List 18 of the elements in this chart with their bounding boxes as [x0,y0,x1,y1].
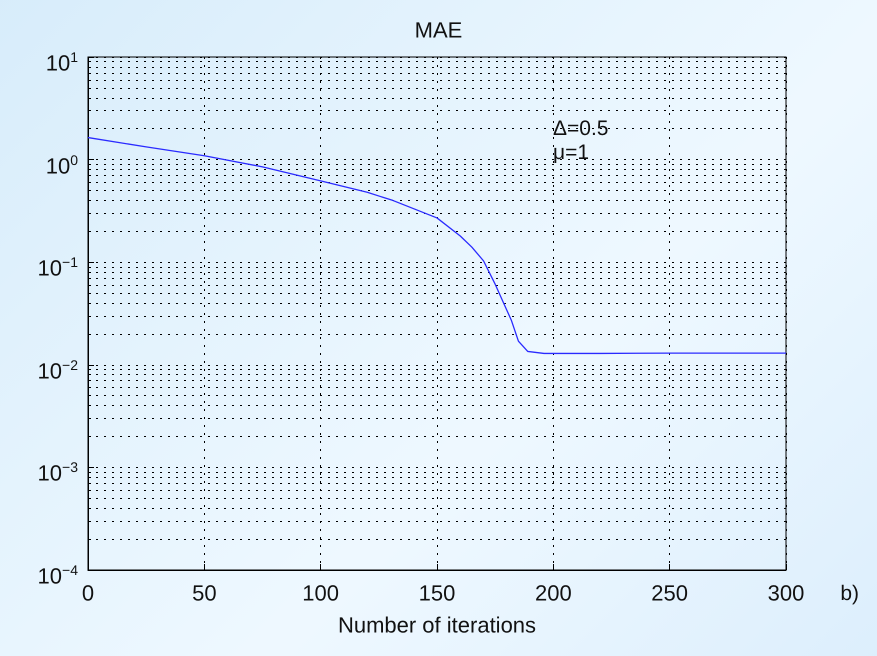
y-tick-label: 10$^{1}$ [46,48,78,78]
x-tick-label: 200 [534,580,572,606]
chart-title: MAE [414,18,462,42]
annotation: μ=1 [553,141,590,164]
x-tick-label: 0 [82,580,94,606]
x-tick-label: 150 [418,580,456,606]
x-tick-label: 250 [651,580,688,606]
y-tick-label: 10$^{−4}$ [38,561,78,590]
x-tick-label: 50 [192,580,217,606]
x-tick-label: 300 [768,580,804,606]
text: b) [840,582,860,605]
y-tick-label: 10$^{−2}$ [38,356,78,386]
y-tick-label: 10$^{0}$ [46,150,78,180]
y-tick-label: 10$^{−3}$ [38,458,78,488]
annotation: Δ=0.5 [553,117,608,140]
y-tick-label: 10$^{−1}$ [38,253,78,283]
x-tick-label: 100 [302,580,340,606]
x-axis-title: Number of iterations [338,612,536,638]
